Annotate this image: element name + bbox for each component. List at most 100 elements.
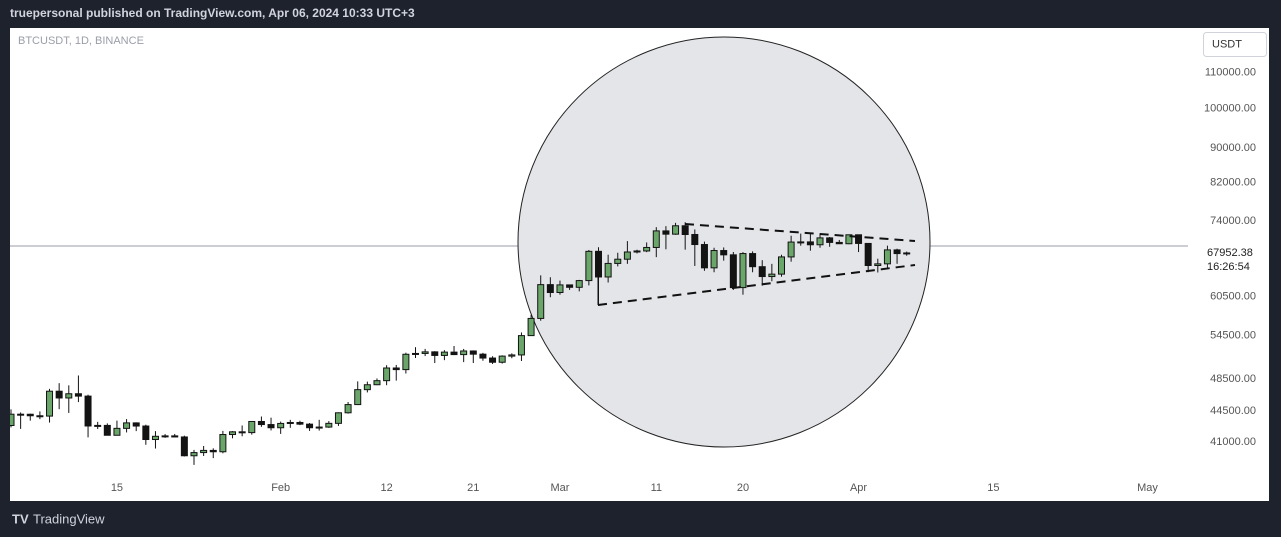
candle-body [450,351,458,356]
candle-body [883,249,891,265]
y-tick-label: 44500.00 [1210,405,1256,417]
candle-body [498,355,506,363]
x-tick-label: 12 [380,482,392,494]
last-price-label: 67952.38 [1207,247,1253,259]
brand-name: TradingView [33,511,105,526]
candle-body [546,284,554,294]
candle-body [749,253,757,268]
candle-body [17,413,25,416]
candle-body [344,404,352,414]
triangle-pattern [597,223,916,306]
candle-body [826,237,834,243]
candle-body [643,246,651,252]
y-tick-label: 48500.00 [1210,373,1256,385]
candle-body [720,250,728,256]
candle-body [566,284,574,288]
x-tick-label: Mar [550,482,569,494]
lower-trendline [597,264,916,306]
header-text: truepersonal published on TradingView.co… [10,6,415,20]
candle-body [190,452,198,457]
candle-body [277,422,285,429]
candle-body [585,250,593,282]
candle-body [65,393,73,399]
y-tick-label: 41000.00 [1210,436,1256,448]
candle-body [903,252,911,255]
candle-body [864,242,872,266]
candle-body [325,422,333,428]
x-tick-label: Feb [271,482,290,494]
candle-body [354,389,362,406]
x-tick-label: Apr [850,482,867,494]
candle-body [421,351,429,354]
x-tick-label: 11 [651,482,662,494]
candle-body [681,225,689,235]
candle-body [46,390,54,417]
candle-body [123,422,131,429]
upper-trendline [684,223,916,242]
candle-body [460,350,468,356]
candle-body [373,380,381,386]
candle-body [238,431,246,434]
candle-body [219,434,227,453]
candle-body [874,263,882,266]
candle-body [257,420,265,426]
candle-body [306,423,314,429]
candle-body [402,353,410,371]
candle-body [662,230,670,235]
candle-body [806,241,814,246]
candle-body [363,384,371,391]
candle-body [55,390,63,399]
candle-body [113,427,121,436]
candle-body [527,317,535,337]
candle-body [171,435,179,438]
candle-body [440,351,448,356]
candle-body [700,244,708,269]
currency-box[interactable] [1203,32,1267,57]
x-tick-label: 20 [737,482,749,494]
candle-body [209,449,217,453]
candle-body [392,367,400,371]
candle-body [132,422,140,427]
candle-body [489,357,497,363]
brand-logo: TV [12,511,29,526]
candle-body [575,280,583,288]
candle-body [633,250,641,253]
candle-body [652,230,660,248]
bar-countdown: 16:26:54 [1207,261,1250,273]
candle-body [758,266,766,278]
candle-body [180,436,188,457]
candle-body [739,253,747,289]
candle-body [517,335,525,356]
symbol-title: BTCUSDT, 1D, BINANCE [18,35,144,47]
y-tick-label: 100000.00 [1204,102,1256,114]
candle-body [36,415,44,418]
candle-body [479,353,487,359]
candle-body [614,258,622,264]
candle-body [151,435,159,441]
candle-body [845,234,853,245]
candle-body [556,284,564,294]
x-tick-label: May [1137,482,1158,494]
candle-body [248,420,256,434]
candle-body [267,424,275,429]
candle-body [10,413,15,427]
y-tick-label: 110000.00 [1205,67,1256,79]
candle-body [142,425,150,441]
candle-body [623,251,631,260]
candle-body [94,424,102,427]
candle-body [855,234,863,244]
candle-body [672,225,680,235]
candle-body [412,352,420,355]
candle-body [161,435,169,438]
candle-body [200,449,208,454]
candle-body [768,273,776,278]
x-tick-label: 21 [467,482,479,494]
candle-body [729,254,737,289]
candle-body [229,431,237,436]
candle-body [710,250,718,269]
y-tick-label: 60500.00 [1210,290,1256,302]
candle-body [103,424,111,436]
currency-label[interactable]: USDT [1212,38,1242,50]
candle-body [797,241,805,244]
